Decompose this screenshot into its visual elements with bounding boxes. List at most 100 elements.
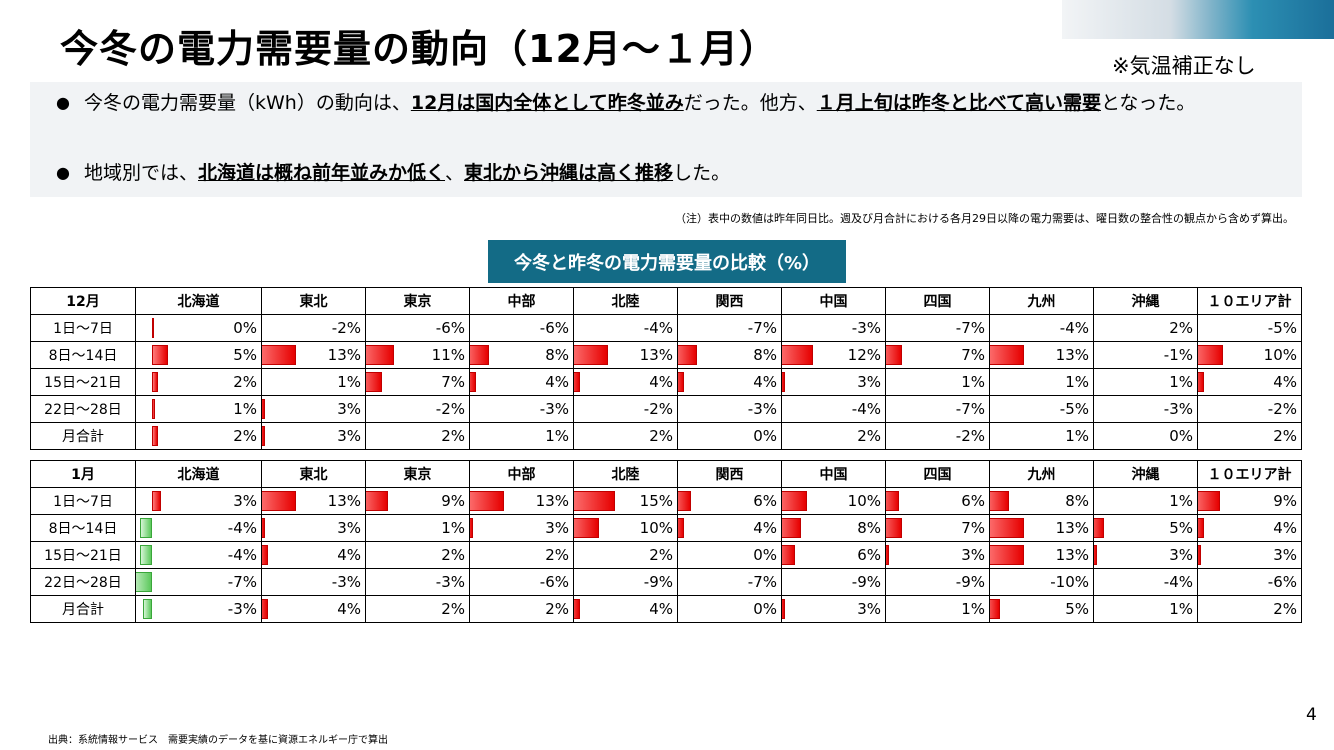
- positive-bar: [886, 345, 902, 365]
- value-label: -3%: [539, 400, 569, 418]
- value-label: 13%: [327, 492, 361, 510]
- value-label: -3%: [331, 573, 361, 591]
- value-cell: 1%: [135, 395, 262, 423]
- region-header: 四国: [885, 287, 990, 315]
- period-label: 15日～21日: [30, 368, 136, 396]
- period-label: 22日～28日: [30, 568, 136, 596]
- value-label: -9%: [955, 573, 985, 591]
- table-header-row: 1月 北海道 東北 東京 中部 北陸 関西 中国 四国 九州 沖縄 １０エリア計: [30, 460, 1302, 488]
- value-label: -4%: [851, 400, 881, 418]
- value-cell: 0%: [677, 541, 782, 569]
- value-cell: -3%: [135, 595, 262, 623]
- value-label: 1%: [233, 400, 257, 418]
- value-label: 2%: [545, 600, 569, 618]
- value-label: 2%: [441, 600, 465, 618]
- positive-bar: [574, 545, 575, 565]
- bullet-segment: だった。他方、: [683, 92, 817, 114]
- period-label: 8日～14日: [30, 514, 136, 542]
- value-cell: -4%: [135, 514, 262, 542]
- table-footnote: （注）表中の数値は昨年同日比。週及び月合計における各月29日以降の電力需要は、曜…: [675, 212, 1294, 225]
- region-header: 中部: [469, 460, 574, 488]
- value-label: 4%: [337, 600, 361, 618]
- value-cell: 1%: [1093, 487, 1198, 515]
- table-row: 15日～21日 2% 1% 7% 4% 4% 4% 3% 1% 1% 1% 4%: [30, 368, 1302, 396]
- value-label: 0%: [1169, 427, 1193, 445]
- value-cell: -3%: [469, 395, 574, 423]
- value-label: 7%: [441, 373, 465, 391]
- value-cell: -4%: [573, 314, 678, 342]
- positive-bar: [678, 518, 685, 538]
- region-header: 東北: [261, 460, 366, 488]
- value-label: 6%: [961, 492, 985, 510]
- positive-bar: [262, 545, 269, 565]
- value-cell: 5%: [1093, 514, 1198, 542]
- region-header: 東京: [365, 460, 470, 488]
- value-cell: -4%: [135, 541, 262, 569]
- value-label: 3%: [337, 400, 361, 418]
- region-header: 九州: [989, 460, 1094, 488]
- positive-bar: [782, 426, 783, 446]
- value-label: 13%: [535, 492, 569, 510]
- value-label: 2%: [1273, 427, 1297, 445]
- bullet-dot-icon: ●: [56, 93, 70, 112]
- positive-bar: [1198, 372, 1205, 392]
- region-header: 九州: [989, 287, 1094, 315]
- bullet-segment: 地域別では、: [84, 162, 199, 184]
- value-cell: 2%: [135, 422, 262, 450]
- value-cell: -3%: [677, 395, 782, 423]
- value-cell: -7%: [885, 395, 990, 423]
- value-cell: 10%: [781, 487, 886, 515]
- value-cell: -6%: [469, 568, 574, 596]
- value-cell: 3%: [781, 595, 886, 623]
- value-cell: 2%: [1197, 595, 1302, 623]
- value-cell: 0%: [135, 314, 262, 342]
- value-label: -7%: [955, 400, 985, 418]
- bullet-segment: 、: [445, 162, 465, 184]
- value-cell: 3%: [469, 514, 574, 542]
- summary-box: [30, 82, 1302, 197]
- value-cell: 13%: [989, 341, 1094, 369]
- value-cell: 2%: [469, 541, 574, 569]
- value-cell: 4%: [573, 368, 678, 396]
- value-label: -5%: [1059, 400, 1089, 418]
- value-label: -7%: [227, 573, 257, 591]
- value-cell: 2%: [365, 541, 470, 569]
- positive-bar: [262, 399, 266, 419]
- positive-bar: [782, 345, 814, 365]
- value-label: 2%: [441, 427, 465, 445]
- positive-bar: [366, 545, 367, 565]
- chart-title: 今冬と昨冬の電力需要量の比較（%）: [488, 240, 846, 283]
- value-label: 8%: [1065, 492, 1089, 510]
- value-label: 4%: [545, 373, 569, 391]
- page-number: 4: [1306, 705, 1317, 725]
- value-cell: 4%: [469, 368, 574, 396]
- region-header: 北海道: [135, 460, 262, 488]
- value-cell: 2%: [1093, 314, 1198, 342]
- value-cell: -7%: [677, 314, 782, 342]
- region-header: 関西: [677, 460, 782, 488]
- bullet-segment: となった。: [1100, 92, 1196, 114]
- value-label: 5%: [1169, 519, 1193, 537]
- value-cell: 3%: [261, 422, 366, 450]
- month-header: 12月: [30, 287, 136, 315]
- value-label: 2%: [1273, 600, 1297, 618]
- value-cell: 7%: [885, 341, 990, 369]
- value-label: 11%: [431, 346, 465, 364]
- corner-decoration: [1062, 0, 1334, 39]
- value-label: 15%: [639, 492, 673, 510]
- value-label: -4%: [227, 519, 257, 537]
- value-cell: -3%: [261, 568, 366, 596]
- positive-bar: [678, 372, 685, 392]
- value-label: 4%: [649, 600, 673, 618]
- positive-bar: [782, 491, 807, 511]
- positive-bar: [152, 426, 159, 446]
- positive-bar: [470, 518, 474, 538]
- region-header: 沖縄: [1093, 460, 1198, 488]
- value-label: 7%: [961, 519, 985, 537]
- value-label: -1%: [1163, 346, 1193, 364]
- positive-bar: [470, 372, 477, 392]
- comparison-table-december: 12月 北海道 東北 東京 中部 北陸 関西 中国 四国 九州 沖縄 １０エリア計 1日～7日 0% -2%…: [30, 287, 1302, 450]
- value-label: -6%: [539, 319, 569, 337]
- value-cell: 0%: [677, 422, 782, 450]
- value-label: 7%: [961, 346, 985, 364]
